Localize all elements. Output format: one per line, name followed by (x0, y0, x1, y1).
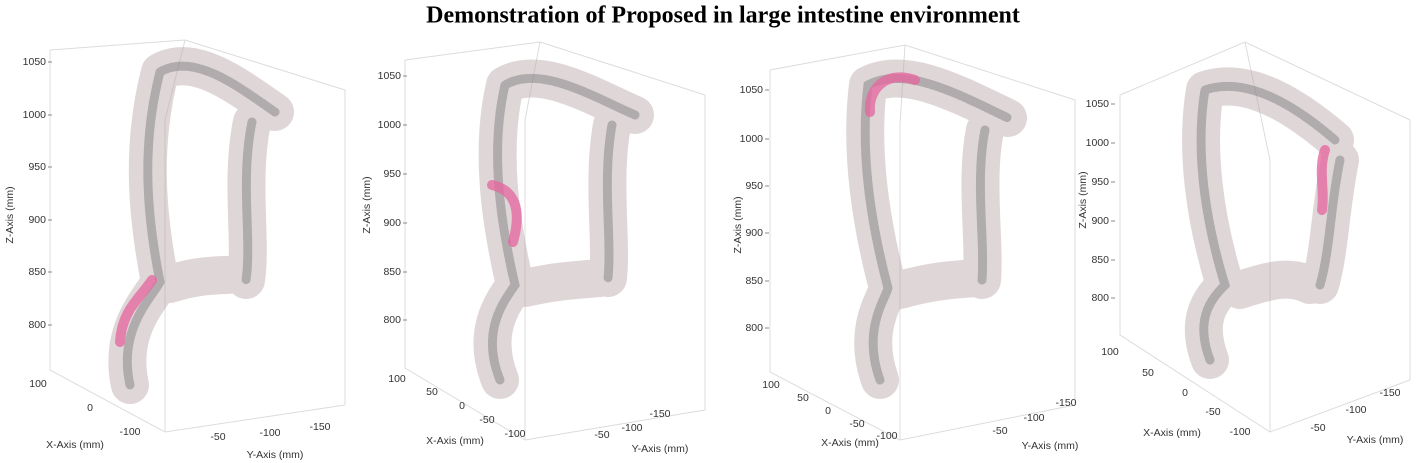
z-tick-label: 800 (1091, 292, 1109, 304)
x-tick-label: -100 (1229, 426, 1250, 438)
z-tick-label: 850 (1091, 254, 1109, 266)
y-tick-label: -50 (1310, 422, 1325, 434)
z-tick-label: 850 (383, 266, 401, 278)
x-tick-label: 0 (825, 405, 831, 417)
x-axis-label: X-Axis (mm) (426, 435, 484, 447)
robot (864, 72, 920, 117)
x-tick-label: 100 (29, 378, 47, 390)
colon-centerline (860, 73, 1013, 385)
z-tick-label: 950 (383, 168, 401, 180)
colon (108, 47, 294, 404)
panel-1-scene (49, 39, 346, 433)
x-tick-label: 0 (459, 400, 465, 412)
robot (487, 180, 522, 247)
x-tick-label: 0 (1182, 387, 1188, 399)
z-tick-label: 900 (1091, 215, 1109, 227)
x-tick-label: -50 (1205, 406, 1220, 418)
z-tick-label: 800 (28, 319, 46, 331)
x-tick-label: -50 (479, 414, 494, 426)
x-tick-label: 100 (762, 379, 780, 391)
z-tick-label: 900 (28, 214, 46, 226)
z-tick-label: 1000 (23, 109, 47, 121)
panel-2-scene (404, 41, 706, 441)
y-tick-label: -150 (309, 421, 330, 433)
z-tick-label: 950 (745, 180, 763, 192)
y-tick-label: -150 (1055, 397, 1076, 409)
z-tick-label: 950 (1091, 176, 1109, 188)
x-axis-label: X-Axis (mm) (46, 439, 104, 451)
z-axis-label: Z-Axis (mm) (4, 186, 16, 243)
y-tick-label: -100 (259, 427, 280, 439)
y-tick-label: -150 (1379, 387, 1400, 399)
x-tick-label: 50 (797, 392, 809, 404)
axes-box (769, 44, 1076, 441)
axes-box (1119, 41, 1411, 433)
y-tick-label: -50 (210, 431, 225, 443)
x-tick-label: 50 (426, 386, 438, 398)
panel-3-scene (769, 44, 1076, 441)
y-axis-label: Y-Axis (mm) (1022, 440, 1079, 452)
z-tick-label: 850 (745, 275, 763, 287)
axes-box (49, 39, 346, 433)
z-axis-label: Z-Axis (mm) (1077, 171, 1089, 228)
x-tick-label: 0 (87, 402, 93, 414)
z-tick-label: 1050 (378, 70, 402, 82)
x-tick-label: 100 (388, 373, 406, 385)
z-tick-label: 950 (28, 161, 46, 173)
y-tick-label: -50 (992, 425, 1007, 437)
x-tick-label: -50 (849, 418, 864, 430)
y-tick-label: -100 (1345, 404, 1366, 416)
colon-centerline (122, 61, 280, 390)
axes-box (404, 41, 706, 441)
colon (473, 59, 654, 399)
colon-centerline (487, 73, 640, 385)
z-tick-label: 1050 (1086, 98, 1110, 110)
z-tick-label: 1050 (23, 56, 47, 68)
panel-4-scene (1119, 41, 1411, 433)
colon-centerline (1196, 81, 1345, 365)
z-tick-label: 1050 (740, 84, 764, 96)
x-tick-label: 100 (1101, 346, 1119, 358)
figure-title: Demonstration of Proposed in large intes… (426, 3, 1020, 29)
robot (1316, 145, 1330, 215)
robot (115, 275, 157, 347)
y-tick-label: -100 (621, 422, 642, 434)
y-axis-label: Y-Axis (mm) (632, 443, 689, 455)
y-axis-label: Y-Axis (mm) (247, 449, 304, 461)
x-tick-label: -100 (119, 426, 140, 438)
z-tick-label: 800 (383, 314, 401, 326)
z-tick-label: 900 (745, 227, 763, 239)
z-tick-label: 1000 (378, 119, 402, 131)
z-tick-label: 850 (28, 266, 46, 278)
z-axis-label: Z-Axis (mm) (361, 176, 373, 233)
y-tick-label: -50 (594, 429, 609, 441)
z-tick-label: 800 (745, 322, 763, 334)
colon (1182, 67, 1359, 379)
y-axis-label: Y-Axis (mm) (1347, 434, 1404, 446)
z-tick-label: 900 (383, 217, 401, 229)
colon (846, 59, 1027, 399)
x-tick-label: -100 (876, 430, 897, 442)
z-tick-label: 1000 (1086, 137, 1110, 149)
y-tick-label: -100 (1023, 412, 1044, 424)
x-tick-label: 50 (1142, 367, 1154, 379)
z-tick-label: 1000 (740, 133, 764, 145)
y-tick-label: -150 (649, 408, 670, 420)
x-axis-label: X-Axis (mm) (1143, 427, 1201, 439)
x-axis-label: X-Axis (mm) (821, 437, 879, 449)
z-axis-label: Z-Axis (mm) (732, 196, 744, 253)
x-tick-label: -100 (504, 428, 525, 440)
